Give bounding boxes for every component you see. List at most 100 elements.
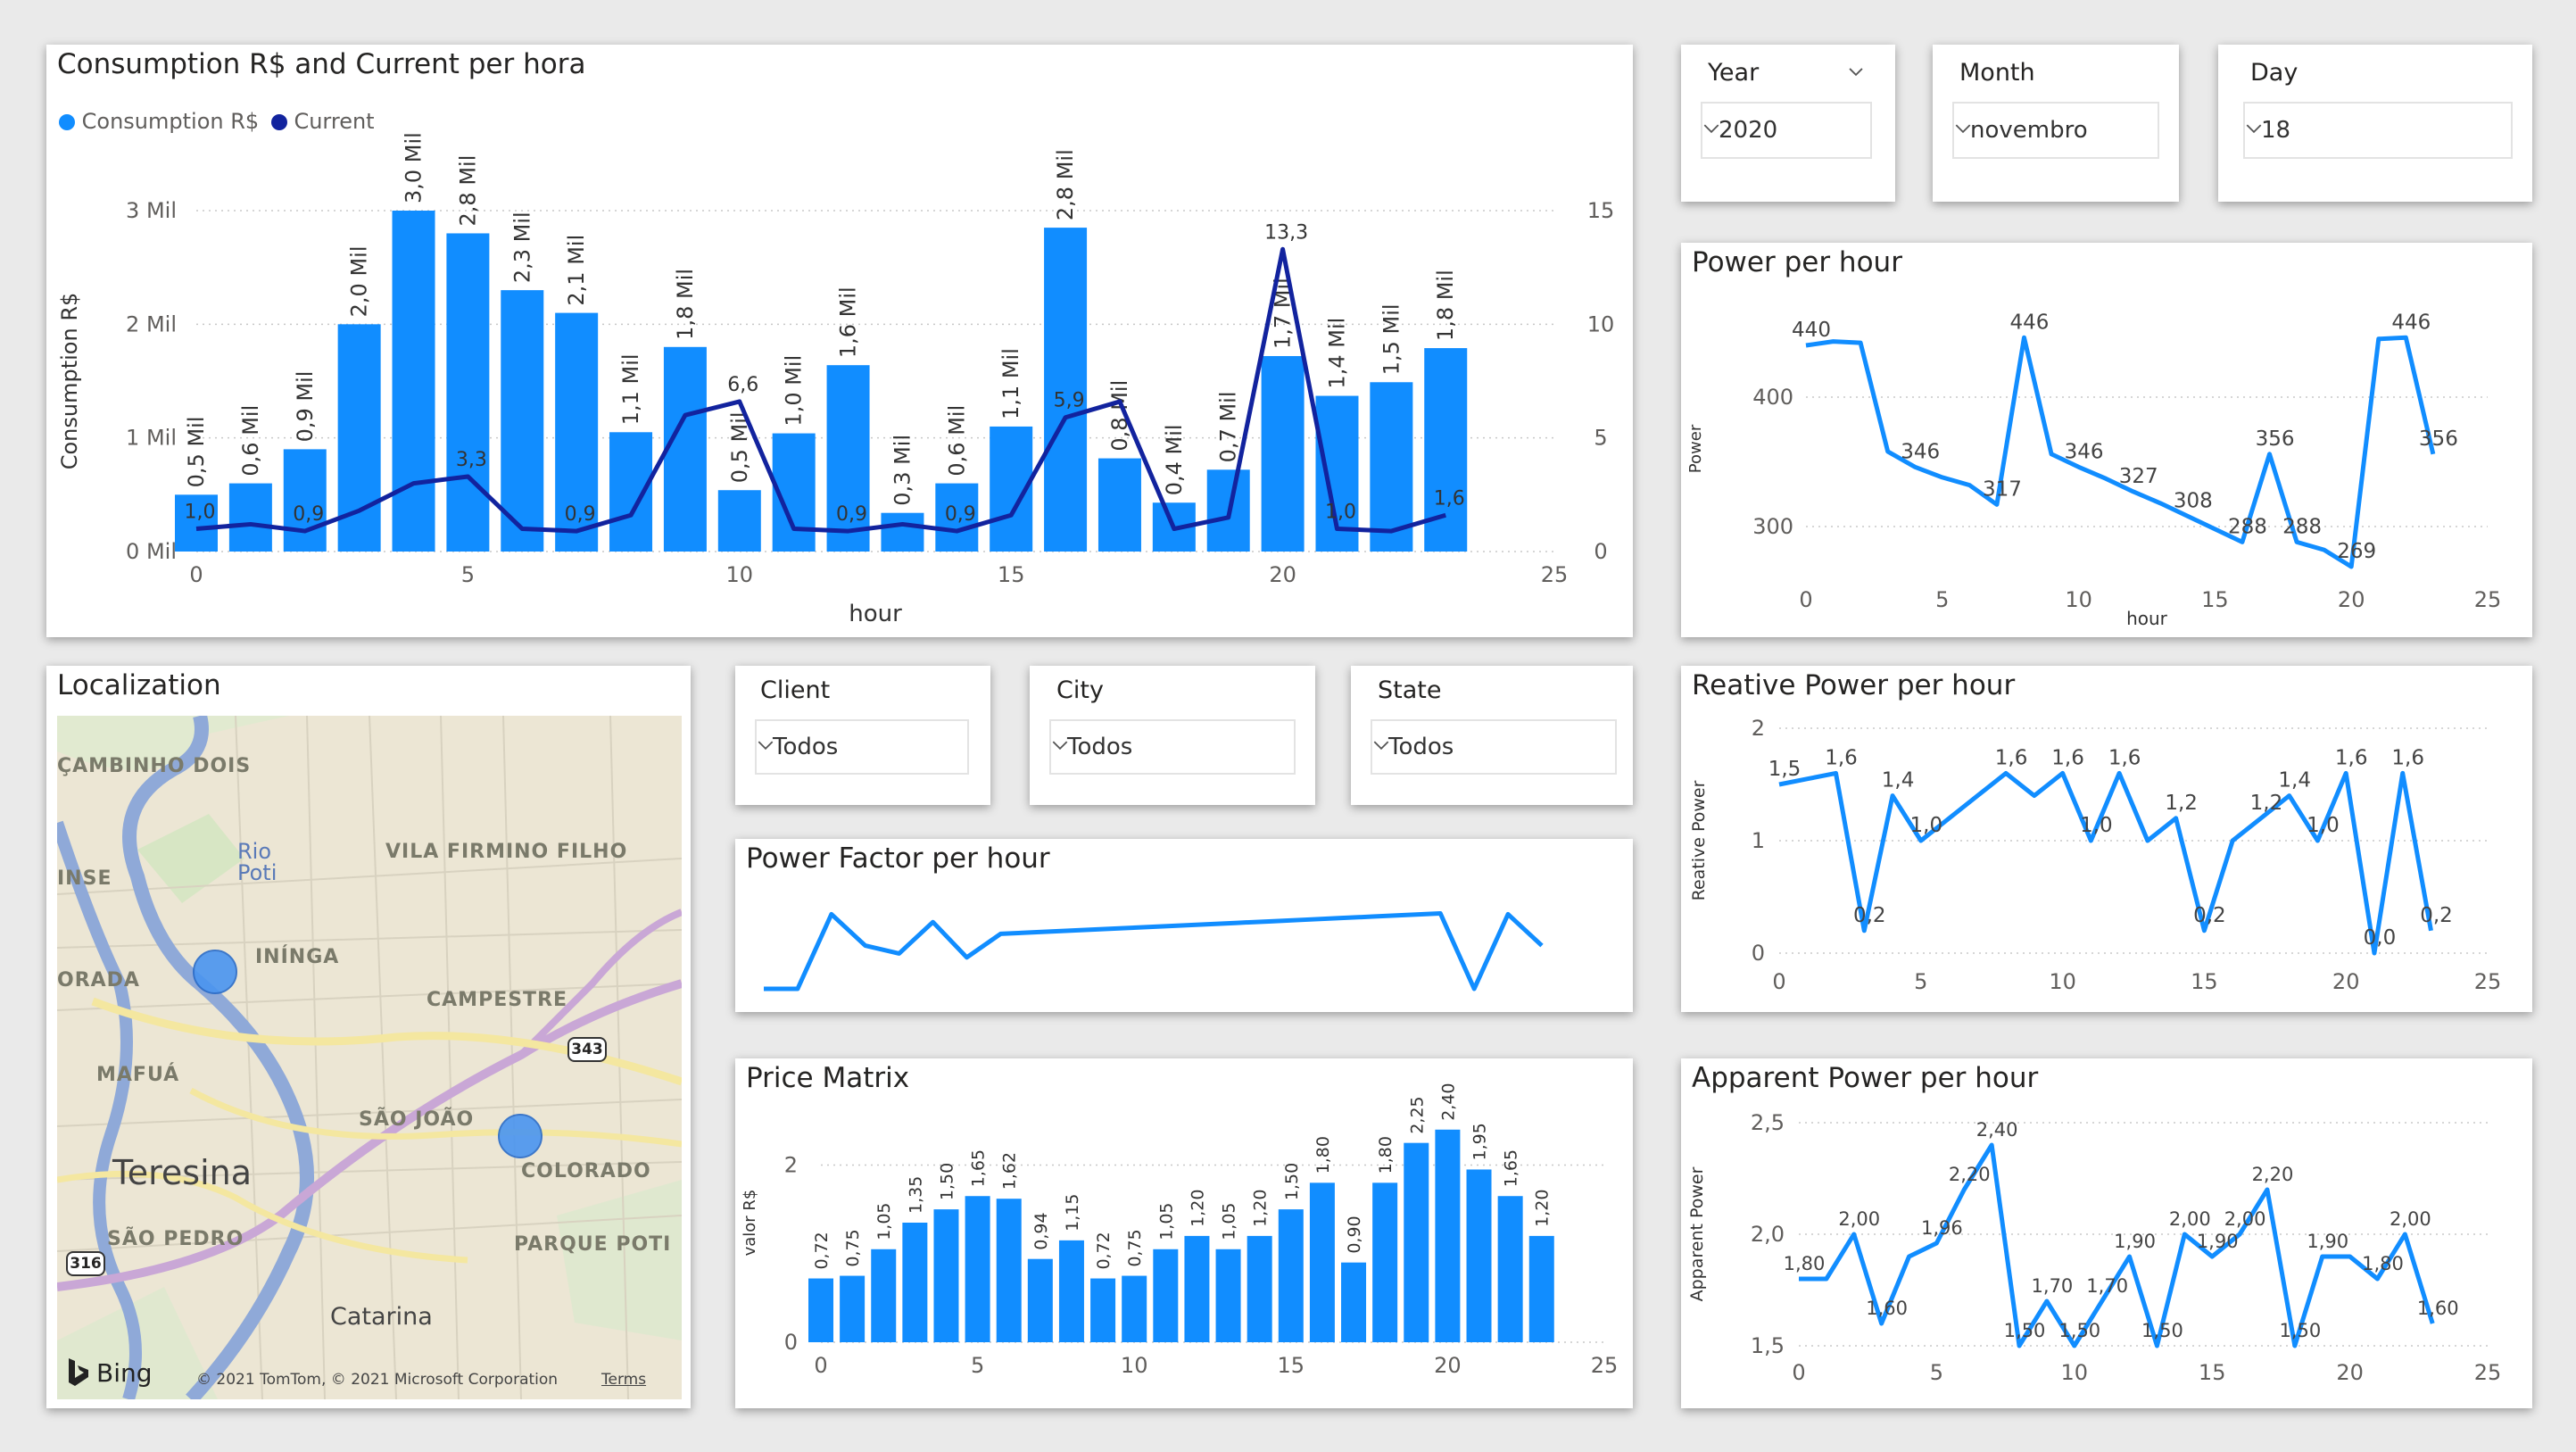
legend-label-current: Current [294,109,375,134]
map-terms-link[interactable]: Terms [601,1371,647,1389]
x-tick-label: 0 [1799,587,1812,612]
road-shield-316: 316 [66,1251,105,1276]
current-data-label: 0,9 [945,503,976,526]
consumption-bar [501,290,544,552]
map-location-marker[interactable] [193,950,237,994]
price-bar [1215,1249,1241,1342]
x-axis-title: hour [2126,608,2168,629]
data-label: 1,70 [2086,1275,2128,1297]
data-label: 288 [2228,515,2267,538]
consumption-bar-label: 0,6 Mil [944,405,969,477]
map-label-poti: Poti [237,860,277,885]
reactive-power-title: Reative Power per hour [1692,669,2016,701]
data-label: 346 [2065,440,2104,463]
data-label: 346 [1901,440,1940,463]
price-bar [933,1209,959,1342]
data-label: 1,4 [2278,769,2311,792]
consumption-bar-label: 0,3 Mil [890,435,915,506]
state-dropdown[interactable]: Todos [1371,719,1617,775]
x-tick-label: 25 [1591,1353,1619,1378]
y-tick-label: 2,0 [1751,1222,1785,1247]
current-data-label: 13,3 [1264,221,1308,244]
client-slicer-label: Client [760,676,831,704]
day-dropdown-value: 18 [2261,117,2291,144]
consumption-bar-label: 0,6 Mil [238,405,263,477]
price-bar-label: 1,20 [1251,1190,1271,1227]
price-bar-label: 0,75 [1125,1229,1145,1266]
y-tick-label: 2,5 [1751,1110,1785,1135]
x-axis-title: hour [849,601,902,627]
map-label-inse: INSE [57,867,112,890]
month-dropdown-chevron-icon [1955,124,1971,134]
city-dropdown[interactable]: Todos [1049,719,1296,775]
map-label-parque-poti: PARQUE POTI [514,1233,672,1256]
consumption-bar-label: 0,5 Mil [184,416,209,487]
current-data-label: 6,6 [727,374,758,396]
client-dropdown-value: Todos [773,734,839,760]
data-label: 269 [2337,540,2376,563]
x-tick-label: 5 [1935,587,1949,612]
data-label: 1,50 [2141,1320,2183,1341]
power-chart-svg: 300 400 0 5 10 15 20 25 Power hour 440 346 317 446 346… [1686,311,2501,629]
month-slicer: Month novembro [1933,45,2179,202]
price-bar [1497,1196,1523,1342]
data-label: 0,0 [2364,926,2397,950]
price-bar [1122,1275,1147,1342]
consumption-bar [663,346,707,552]
month-dropdown[interactable]: novembro [1952,102,2159,159]
city-dropdown-value: Todos [1067,734,1133,760]
day-dropdown[interactable]: 18 [2243,102,2513,159]
series-line [1799,1142,2435,1348]
consumption-bar-label: 1,5 Mil [1379,303,1404,375]
price-bar-label: 1,20 [1533,1190,1553,1227]
state-dropdown-value: Todos [1388,734,1454,760]
current-data-label: 3,3 [456,449,487,471]
data-label: 2,20 [1949,1164,1991,1185]
x-tick-label: 25 [2474,969,2502,994]
y-tick-label: 0 Mil [126,539,177,564]
price-bar [1027,1258,1053,1342]
price-bar-label: 2,40 [1438,1083,1458,1120]
x-tick-label: 20 [1269,562,1296,587]
price-bar-label: 1,20 [1188,1190,1207,1227]
data-label: 327 [2119,465,2158,488]
map-location-marker[interactable] [498,1114,543,1158]
data-label: 1,6 [1995,746,2028,769]
data-label: 446 [2010,311,2050,334]
current-data-label: 1,0 [185,502,216,524]
client-dropdown[interactable]: Todos [755,719,969,775]
consumption-bar [1370,382,1413,552]
consumption-bar [717,490,761,552]
state-dropdown-chevron-icon [1373,741,1389,751]
chart-legend: Consumption R$ Current [59,109,375,134]
current-data-label: 1,0 [1325,502,1356,524]
map-label-cambinho: ÇAMBINHO DOIS [57,755,252,777]
data-label: 1,50 [2058,1320,2100,1341]
price-bar [1153,1249,1179,1342]
data-label: 1,90 [2307,1231,2348,1252]
y2-tick-label: 5 [1594,426,1607,451]
x-tick-label: 10 [2065,587,2092,612]
price-bar-label: 2,25 [1407,1096,1427,1133]
consumption-bar-label: 2,8 Mil [1053,149,1078,220]
data-label: 2,40 [1976,1119,2018,1141]
data-label: 2,00 [1838,1208,1880,1230]
year-dropdown[interactable]: 2020 [1701,102,1872,159]
data-label: 2,00 [2390,1208,2431,1230]
data-label: 1,70 [2032,1275,2074,1297]
x-tick-label: 20 [1434,1353,1462,1378]
x-tick-label: 25 [1541,562,1569,587]
year-header-chevron-icon[interactable] [1847,62,1865,80]
bing-brand-text: Bing [96,1358,153,1388]
consumption-bar-label: 2,8 Mil [455,155,480,227]
consumption-chart-title: Consumption R$ and Current per hora [57,48,586,80]
map-area[interactable]: ÇAMBINHO DOIS VILA FIRMINO FILHO INSE Ri… [57,716,682,1399]
map-label-rio: Rio [237,839,272,864]
price-bar-label: 1,05 [874,1202,894,1240]
day-slicer-label: Day [2250,59,2299,87]
apparent-power-title: Apparent Power per hour [1692,1062,2039,1094]
year-dropdown-chevron-icon [1703,124,1719,134]
y-tick-label: 400 [1752,385,1793,410]
x-tick-label: 10 [1121,1353,1148,1378]
